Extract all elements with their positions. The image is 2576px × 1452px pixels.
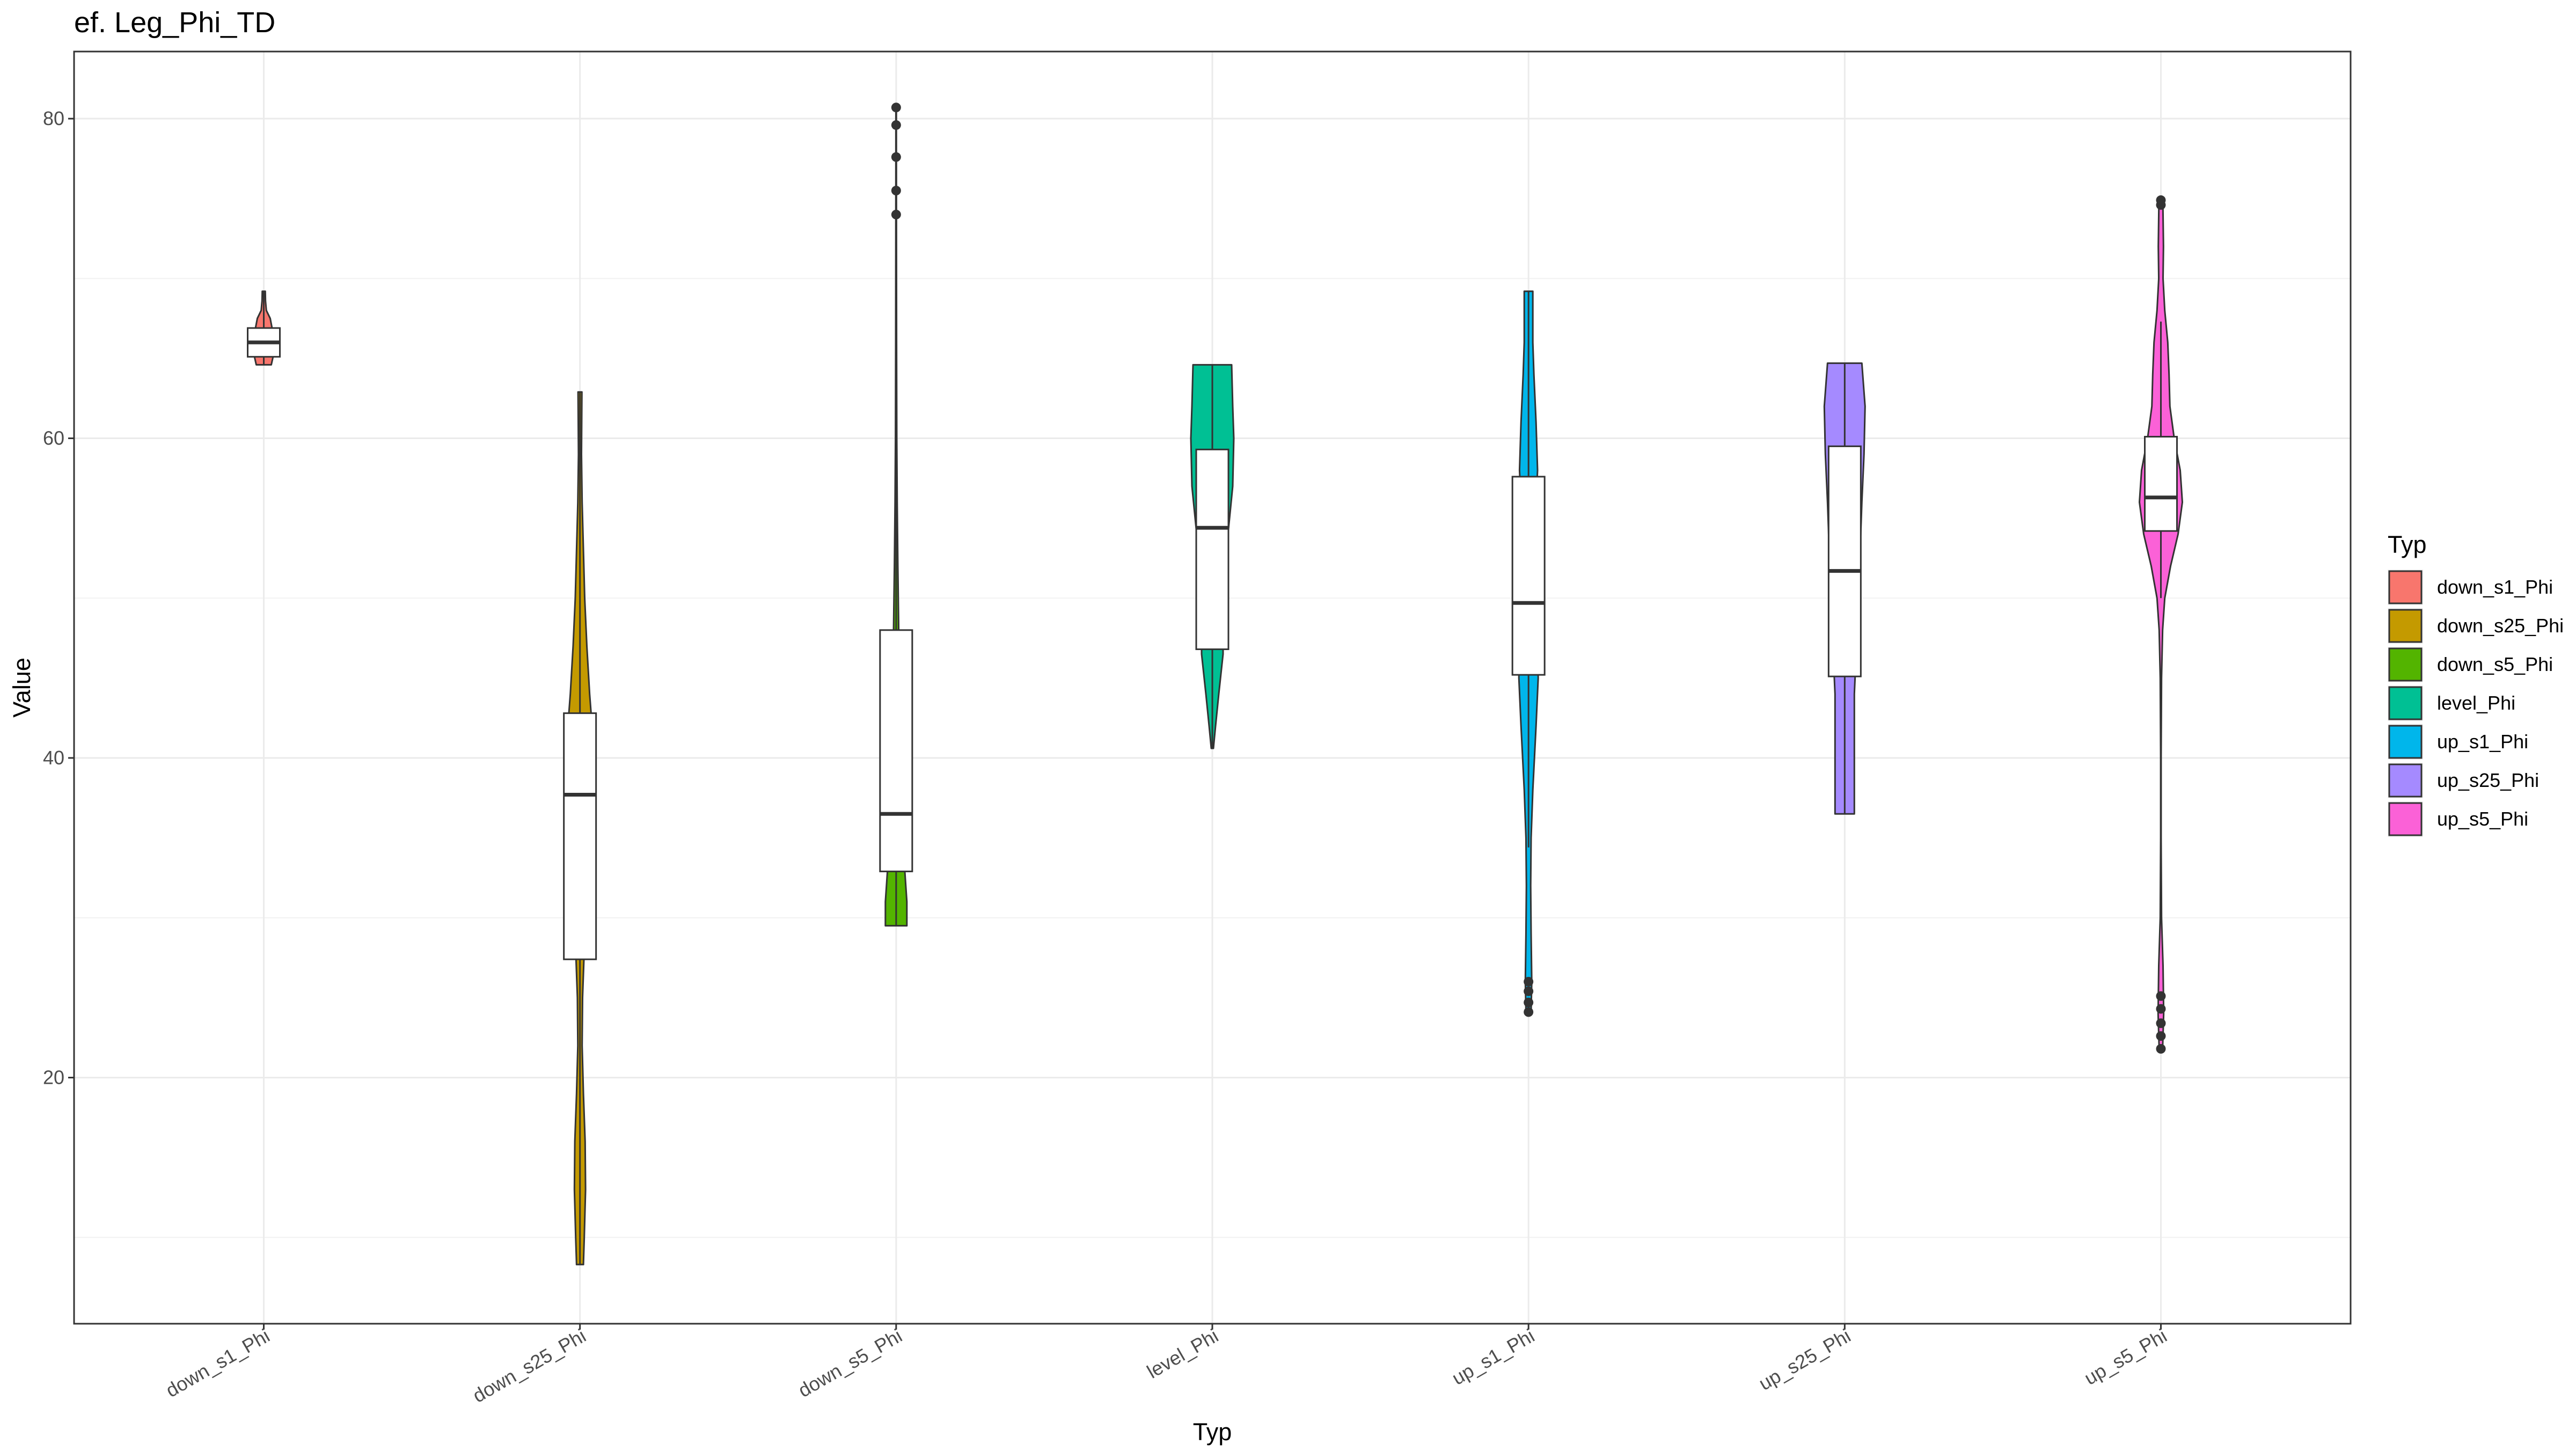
x-axis-title: Typ: [1193, 1418, 1232, 1446]
violins: [247, 103, 2183, 1266]
legend-label: up_s1_Phi: [2437, 731, 2528, 753]
legend-title: Typ: [2388, 531, 2427, 558]
outlier-point: [891, 120, 901, 130]
violin-group: [1511, 290, 1546, 1017]
outlier-point: [2156, 1004, 2166, 1014]
legend-label: up_s5_Phi: [2437, 808, 2528, 830]
legend-label: down_s5_Phi: [2437, 653, 2553, 675]
y-tick-label: 60: [43, 427, 64, 449]
legend-key: [2388, 725, 2423, 759]
y-tick-label: 80: [43, 107, 64, 129]
outlier-point: [1524, 986, 1534, 996]
y-axis-title: Value: [8, 658, 35, 718]
violin-group: [1823, 362, 1866, 815]
outlier-point: [891, 103, 901, 113]
violin-group: [247, 290, 281, 366]
legend-item: down_s5_Phi: [2388, 647, 2553, 682]
box-iqr: [1511, 476, 1546, 676]
outlier-point: [2156, 195, 2166, 205]
outlier-point: [2156, 1018, 2166, 1028]
legend-item: down_s1_Phi: [2388, 570, 2553, 605]
outlier-point: [1524, 976, 1534, 987]
box-iqr: [2144, 436, 2178, 532]
box-iqr: [1195, 448, 1230, 651]
legend-key: [2388, 609, 2423, 643]
legend-item: up_s1_Phi: [2388, 724, 2528, 760]
legend-label: up_s25_Phi: [2437, 769, 2539, 791]
legend: Typ down_s1_Phi down_s25_Phi down_s5_Phile…: [2388, 531, 2564, 837]
violin-group: [1190, 364, 1235, 749]
violin-group: [2139, 195, 2183, 1054]
legend-label: level_Phi: [2437, 692, 2515, 714]
chart-title: ef. Leg_Phi_TD: [74, 6, 275, 39]
outlier-point: [1524, 997, 1534, 1008]
legend-label: down_s1_Phi: [2437, 576, 2553, 598]
box-iqr: [563, 712, 597, 960]
legend-key: [2388, 763, 2423, 798]
legend-key: [2388, 647, 2423, 682]
legend-item: down_s25_Phi: [2388, 608, 2564, 644]
box-iqr: [1827, 445, 1862, 677]
outlier-point: [891, 186, 901, 196]
y-tick-label: 20: [43, 1066, 64, 1088]
legend-key: [2388, 802, 2423, 836]
violin-group: [879, 103, 913, 927]
violin-group: [563, 391, 597, 1266]
legend-item: up_s25_Phi: [2388, 763, 2539, 798]
legend-item: up_s5_Phi: [2388, 801, 2528, 837]
outlier-point: [2156, 1031, 2166, 1041]
legend-item: level_Phi: [2388, 685, 2515, 721]
outlier-point: [2156, 991, 2166, 1001]
y-tick-label: 40: [43, 747, 64, 769]
outlier-point: [891, 152, 901, 162]
outlier-point: [891, 209, 901, 220]
legend-key: [2388, 570, 2423, 604]
legend-label: down_s25_Phi: [2437, 615, 2564, 637]
box-iqr: [879, 629, 913, 872]
outlier-point: [1524, 1007, 1534, 1017]
outlier-point: [2156, 1044, 2166, 1054]
legend-key: [2388, 686, 2423, 720]
